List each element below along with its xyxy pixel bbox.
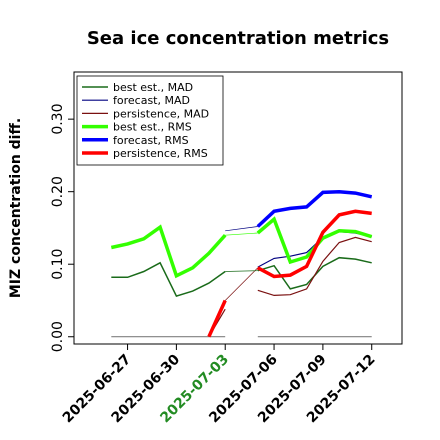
series-line-segment-1 [110, 224, 227, 279]
series-best-est-mad [111, 256, 372, 298]
plot-frame [73, 71, 403, 345]
gap-connector-4 [225, 232, 258, 236]
gap-connector-3 [225, 270, 258, 272]
legend-label: persistence, RMS [113, 147, 208, 160]
y-tick-label: 0.00 [50, 321, 66, 352]
series-lines [110, 189, 373, 338]
gap-connector-lines [224, 226, 259, 301]
legend-label: forecast, RMS [113, 134, 189, 147]
y-tick-label: 0.20 [50, 176, 66, 207]
y-tick-label: 0.30 [50, 104, 66, 135]
y-tick-label: 0.10 [50, 249, 66, 280]
legend-entry-best-est-rms: best est., RMS [82, 121, 192, 134]
legend-entry-best-est-mad: best est., MAD [82, 81, 193, 94]
series-forecast-rms [256, 189, 373, 228]
legend-entry-persistence-rms: persistence, RMS [82, 147, 208, 160]
legend-entry-forecast-rms: forecast, RMS [82, 134, 189, 147]
y-axis: 0.00 0.10 0.20 0.30 [50, 104, 74, 352]
series-persistence-rms [207, 209, 372, 338]
series-line-segment-1 [111, 261, 226, 298]
series-line-segment-2 [256, 209, 372, 279]
series-line-segment-2 [257, 256, 372, 290]
series-persistence-mad [208, 236, 372, 338]
gap-connector-2 [224, 267, 259, 301]
legend-label: best est., RMS [113, 121, 192, 134]
legend-box [76, 75, 224, 166]
legend-entry-persistence-mad: persistence, MAD [82, 107, 209, 120]
series-line-segment-1 [207, 299, 227, 338]
y-axis-label: MIZ concentration diff. [8, 118, 24, 298]
gap-connector-1 [225, 226, 258, 232]
chart-title: Sea ice concentration metrics [87, 28, 389, 49]
series-line-segment-2 [256, 216, 373, 265]
legend-entry-forecast-mad: forecast, MAD [82, 94, 190, 107]
series-line-segment-1 [256, 189, 373, 228]
legend-label: forecast, MAD [113, 94, 190, 107]
legend-label: best est., MAD [113, 81, 193, 94]
x-axis: 2025-06-272025-06-302025-07-032025-07-06… [60, 344, 379, 426]
legend-label: persistence, MAD [113, 107, 209, 120]
series-line-segment-2 [257, 236, 372, 297]
